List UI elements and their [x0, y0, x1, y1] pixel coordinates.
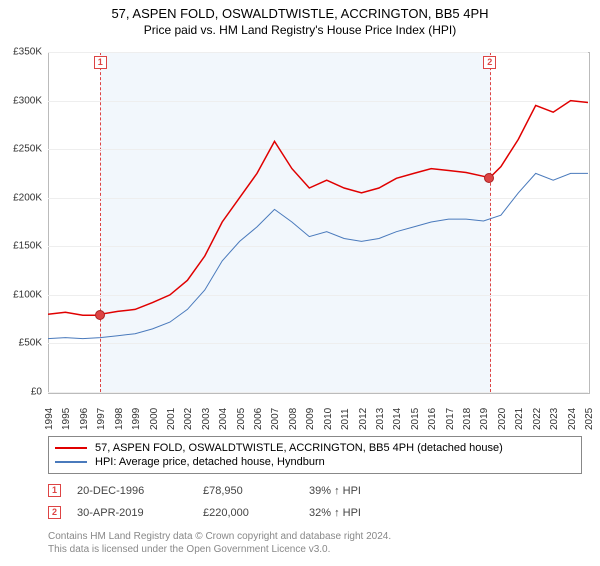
price-date: 30-APR-2019: [77, 507, 187, 519]
x-tick-label: 2015: [410, 408, 421, 430]
marker-index-box: 2: [48, 506, 61, 519]
x-tick-label: 2023: [549, 408, 560, 430]
legend-swatch: [55, 461, 87, 463]
legend-swatch: [55, 447, 87, 449]
y-tick-label: £0: [0, 387, 42, 398]
footer-line: This data is licensed under the Open Gov…: [48, 543, 568, 556]
marker-dot: [95, 310, 105, 320]
marker-index-box: 2: [483, 56, 496, 69]
price-value: £220,000: [203, 507, 293, 519]
x-tick-label: 2020: [497, 408, 508, 430]
series-hpi: [48, 173, 588, 338]
chart-subtitle: Price paid vs. HM Land Registry's House …: [0, 23, 600, 37]
marker-index-box: 1: [94, 56, 107, 69]
price-row: 1 20-DEC-1996 £78,950 39% ↑ HPI: [48, 484, 568, 497]
legend-label: 57, ASPEN FOLD, OSWALDTWISTLE, ACCRINGTO…: [95, 442, 503, 454]
x-tick-label: 2011: [340, 408, 351, 430]
legend: 57, ASPEN FOLD, OSWALDTWISTLE, ACCRINGTO…: [48, 436, 582, 474]
chart-container: 57, ASPEN FOLD, OSWALDTWISTLE, ACCRINGTO…: [0, 6, 600, 566]
plot-area: 12 £0£50K£100K£150K£200K£250K£300K£350K …: [48, 52, 588, 392]
x-tick-label: 2012: [358, 408, 369, 430]
price-delta: 39% ↑ HPI: [309, 485, 361, 497]
x-tick-label: 2009: [305, 408, 316, 430]
y-tick-label: £200K: [0, 192, 42, 203]
y-tick-label: £50K: [0, 338, 42, 349]
x-tick-label: 1995: [61, 408, 72, 430]
y-tick-label: £250K: [0, 144, 42, 155]
x-tick-label: 2021: [514, 408, 525, 430]
marker-dot: [484, 173, 494, 183]
price-date: 20-DEC-1996: [77, 485, 187, 497]
y-tick-label: £150K: [0, 241, 42, 252]
x-tick-label: 2006: [253, 408, 264, 430]
x-tick-label: 2017: [445, 408, 456, 430]
legend-item: 57, ASPEN FOLD, OSWALDTWISTLE, ACCRINGTO…: [55, 441, 575, 455]
x-tick-label: 2010: [323, 408, 334, 430]
x-tick-label: 2008: [288, 408, 299, 430]
price-row: 2 30-APR-2019 £220,000 32% ↑ HPI: [48, 506, 568, 519]
x-tick-label: 2024: [567, 408, 578, 430]
footer: Contains HM Land Registry data © Crown c…: [48, 530, 568, 556]
x-tick-label: 2018: [462, 408, 473, 430]
x-tick-label: 2007: [270, 408, 281, 430]
y-tick-label: £100K: [0, 289, 42, 300]
chart-title: 57, ASPEN FOLD, OSWALDTWISTLE, ACCRINGTO…: [0, 6, 600, 21]
y-tick-label: £350K: [0, 47, 42, 58]
x-tick-label: 1998: [114, 408, 125, 430]
x-tick-label: 2002: [183, 408, 194, 430]
price-delta: 32% ↑ HPI: [309, 507, 361, 519]
legend-item: HPI: Average price, detached house, Hynd…: [55, 455, 575, 469]
x-tick-label: 2000: [149, 408, 160, 430]
x-tick-label: 1997: [96, 408, 107, 430]
legend-label: HPI: Average price, detached house, Hynd…: [95, 456, 325, 468]
x-tick-label: 2019: [479, 408, 490, 430]
x-tick-label: 2014: [392, 408, 403, 430]
x-tick-label: 1996: [79, 408, 90, 430]
x-tick-label: 2025: [584, 408, 595, 430]
x-tick-label: 2003: [201, 408, 212, 430]
y-tick-label: £300K: [0, 95, 42, 106]
footer-line: Contains HM Land Registry data © Crown c…: [48, 530, 568, 543]
x-tick-label: 1994: [44, 408, 55, 430]
x-tick-label: 2013: [375, 408, 386, 430]
x-tick-label: 2001: [166, 408, 177, 430]
x-tick-label: 2022: [532, 408, 543, 430]
x-tick-label: 2005: [236, 408, 247, 430]
x-tick-label: 1999: [131, 408, 142, 430]
marker-index-box: 1: [48, 484, 61, 497]
x-tick-label: 2004: [218, 408, 229, 430]
price-value: £78,950: [203, 485, 293, 497]
line-chart-svg: [48, 52, 588, 392]
x-tick-label: 2016: [427, 408, 438, 430]
